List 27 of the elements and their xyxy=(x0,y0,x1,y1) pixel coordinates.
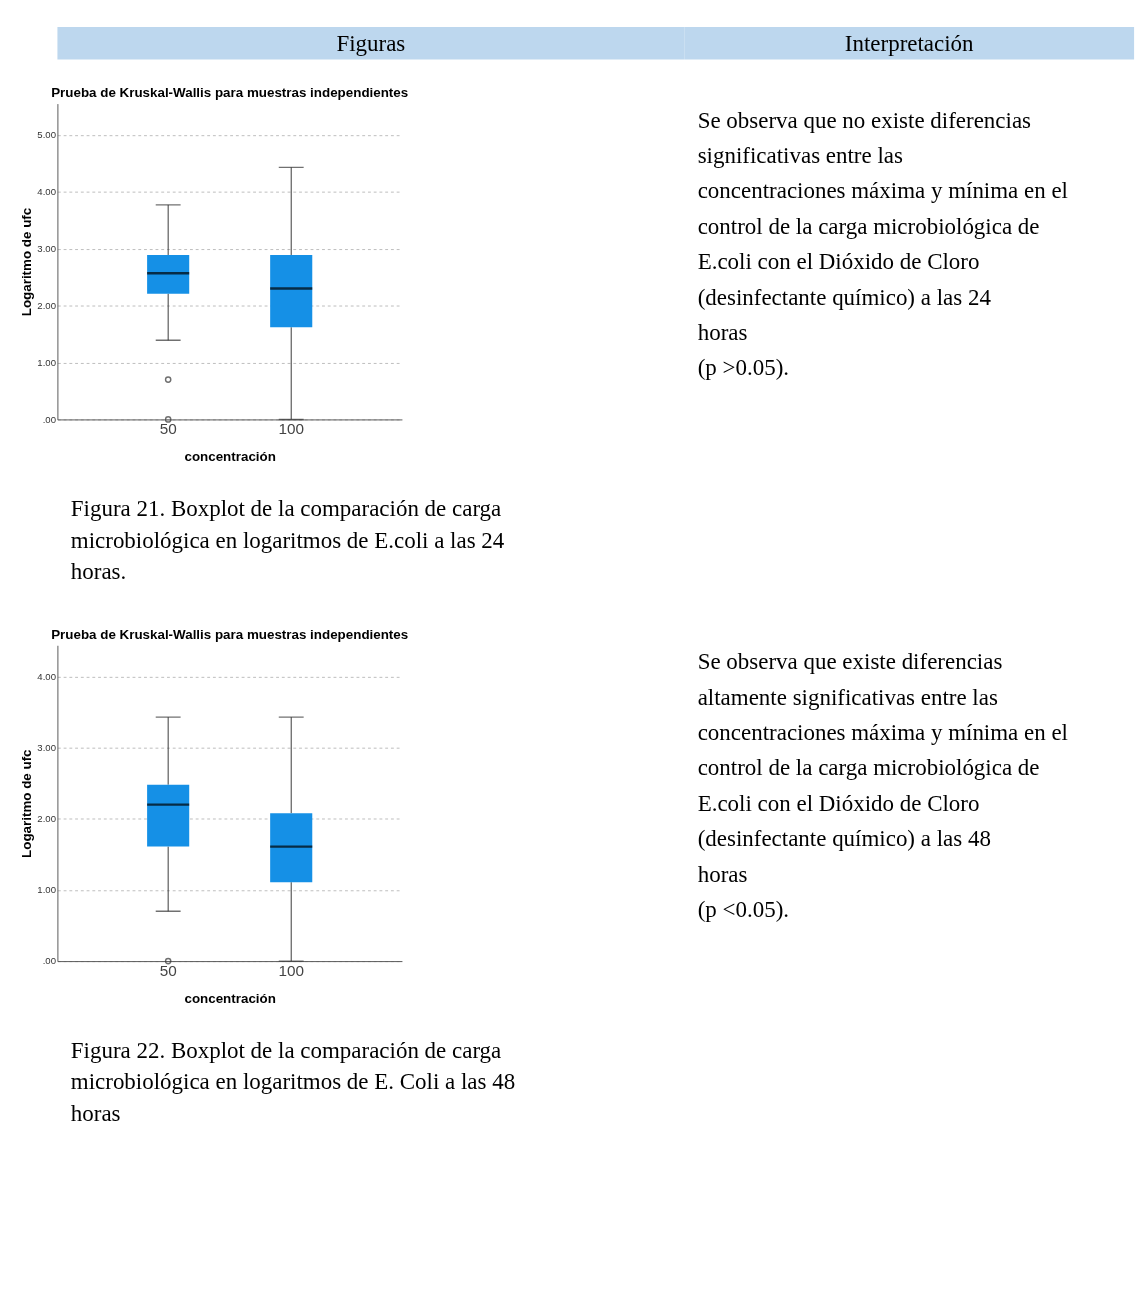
text: Figura 21. Boxplot de la comparación de carga microbiológica en logaritmos de E.coli a las 24 horas. xyxy=(70,496,505,585)
y-tick-label: 2.00 xyxy=(37,813,56,825)
y-tick-label: 3.00 xyxy=(37,742,56,754)
x-tick-label: 100 xyxy=(278,420,304,438)
y-tick-label: 2.00 xyxy=(37,299,56,311)
text: Figuras xyxy=(336,30,406,56)
y-axis-title: Logaritmo de ufc xyxy=(18,207,34,317)
text: Figura 22. Boxplot de la comparación de carga microbiológica en logaritmos de E. Coli a las 48 horas xyxy=(70,1037,516,1126)
y-tick-label: 3.00 xyxy=(37,243,56,255)
y-tick-label: 1.00 xyxy=(37,356,56,368)
text: Interpretación xyxy=(844,30,975,56)
y-tick-label: 1.00 xyxy=(37,884,56,896)
text: Se observa que no existe diferencias significativas entre las concentraciones máxima y mínima en el control de la carga microbiológica de E.coli con el Dióxido de Cloro (desinfectante químico) a las 24 horas (p >0.05). xyxy=(697,107,1068,381)
y-tick-label: .00 xyxy=(42,413,56,425)
x-axis-title: concentración xyxy=(184,449,276,465)
text: Se observa que existe diferencias altamente significativas entre las concentraciones máxima y mínima en el control de la carga microbiológica de E.coli con el Dióxido de Cloro (desinfectante químico) a las 48 horas (p <0.05). xyxy=(697,649,1068,923)
y-tick-label: 5.00 xyxy=(37,129,56,141)
y-tick-label: 4.00 xyxy=(37,670,56,682)
chart-title: Prueba de Kruskal-Wallis para muestras independientes xyxy=(51,626,409,642)
x-axis-title: concentración xyxy=(184,990,276,1006)
x-tick-label: 50 xyxy=(159,961,177,979)
y-tick-label: 4.00 xyxy=(37,186,56,198)
chart-title: Prueba de Kruskal-Wallis para muestras independientes xyxy=(51,84,409,100)
x-tick-label: 100 xyxy=(278,961,304,979)
y-axis-title: Logaritmo de ufc xyxy=(18,748,34,858)
x-tick-label: 50 xyxy=(159,420,177,438)
y-tick-label: .00 xyxy=(42,955,56,967)
